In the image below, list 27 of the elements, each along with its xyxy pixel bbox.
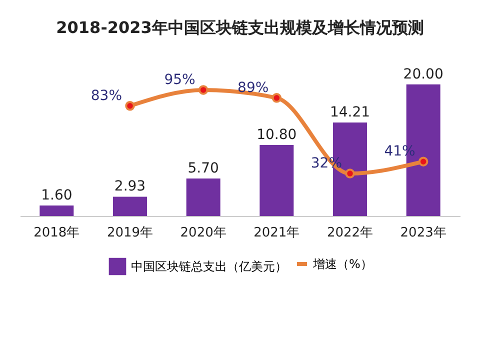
x-tick-label: 2023年 (400, 226, 446, 240)
bar (186, 178, 220, 216)
point (272, 93, 282, 103)
point (125, 101, 135, 111)
x-tick-label: 2018年 (34, 226, 80, 240)
data-label: 2.93 (114, 178, 146, 195)
bar (113, 196, 147, 216)
data-label: 5.70 (188, 160, 219, 176)
x-tick-label: 2020年 (180, 226, 226, 240)
data-label: 89% (238, 80, 269, 96)
data-label: 14.21 (330, 104, 370, 121)
data-label: 20.00 (403, 66, 444, 82)
legend-label: 中国区块链总支出（亿美元） (131, 260, 287, 274)
data-label: 95% (164, 72, 196, 88)
data-label: 10.80 (256, 126, 297, 143)
x-tick-label: 2019年 (106, 226, 154, 240)
x-tick-label: 2021年 (254, 226, 300, 240)
legend-label: 增速（%） (312, 257, 372, 271)
bar (40, 205, 74, 216)
data-label: 1.60 (41, 187, 72, 204)
point (345, 168, 355, 178)
point (418, 156, 428, 166)
point (198, 85, 208, 95)
bar (260, 144, 294, 216)
data-label: 83% (90, 88, 122, 104)
x-tick-label: 2022年 (326, 226, 374, 240)
chart-title: 2018-2023年中国区块链支出规模及增长情况预测 (56, 18, 424, 37)
